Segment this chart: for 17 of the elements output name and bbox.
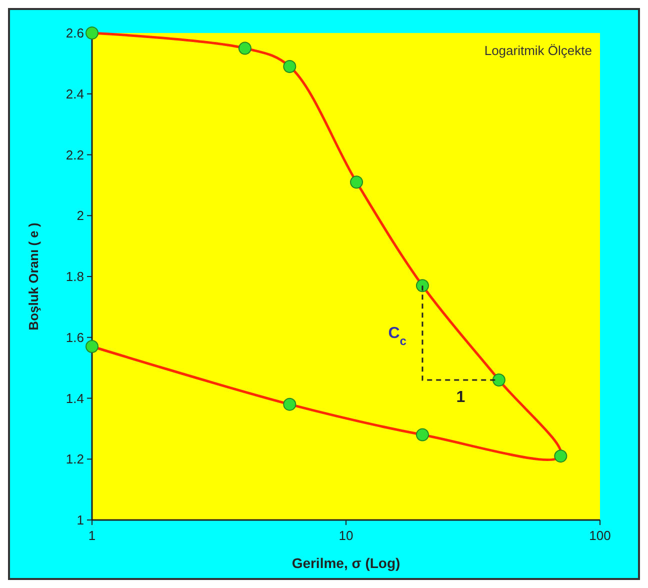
- y-tick-label: 2.2: [66, 147, 84, 162]
- y-tick-label: 2.6: [66, 26, 84, 41]
- y-tick-label: 1: [76, 512, 84, 528]
- annotation: Logaritmik Ölçekte: [484, 43, 592, 58]
- x-tick-label: 100: [589, 528, 611, 543]
- x-axis-title: Gerilme, σ (Log): [292, 555, 400, 571]
- y-tick-label: 2: [76, 208, 84, 224]
- annotation: 1: [456, 388, 466, 406]
- y-axis-title: Boşluk Oranı ( e ): [26, 222, 41, 330]
- y-tick-label: 1.2: [66, 452, 84, 467]
- y-tick-label: 2.4: [66, 86, 84, 102]
- annotation: C$_{c}$: [388, 324, 407, 348]
- x-tick-label: 10: [338, 528, 354, 543]
- x-tick-label: 1: [88, 528, 96, 543]
- y-tick-label: 1.4: [66, 390, 84, 406]
- y-tick-label: 1.6: [66, 330, 84, 345]
- y-tick-label: 1.8: [66, 269, 84, 284]
